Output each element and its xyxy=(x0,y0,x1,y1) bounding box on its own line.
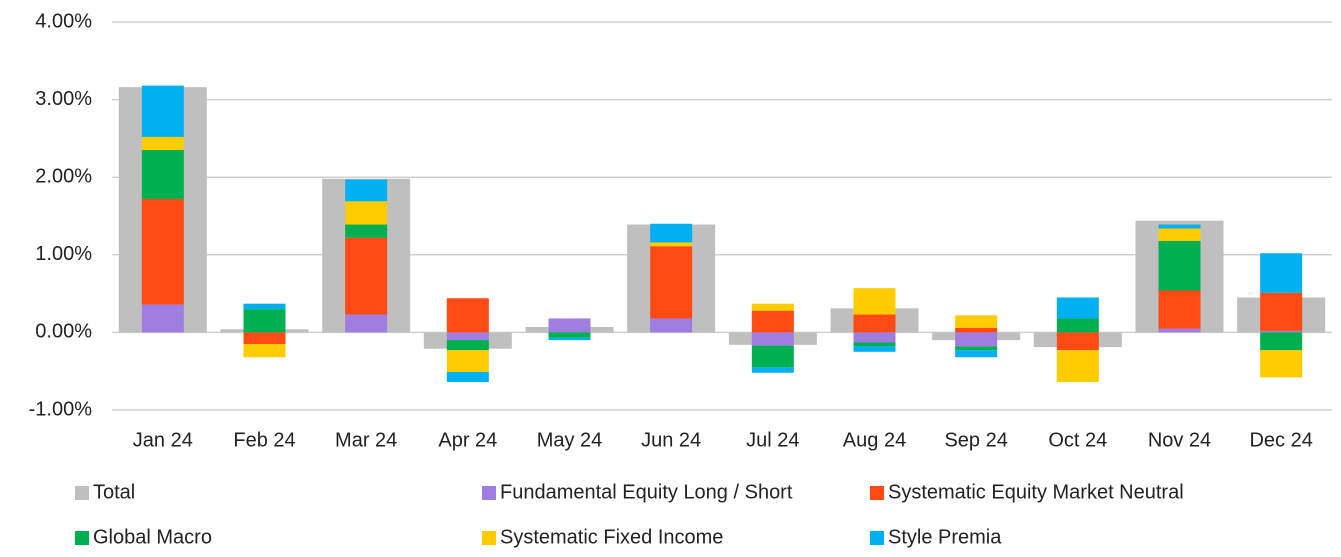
x-tick-label: Feb 24 xyxy=(233,429,295,451)
bar-segment xyxy=(955,315,998,328)
x-tick-label: Aug 24 xyxy=(843,429,906,451)
bar-segment xyxy=(345,179,388,202)
bar-segment xyxy=(751,332,794,346)
bar-segment xyxy=(1260,332,1303,351)
y-tick-label: 1.00% xyxy=(35,243,92,265)
bar-segment xyxy=(141,150,184,199)
y-tick-label: 0.00% xyxy=(35,321,92,343)
bar-segment xyxy=(548,337,591,341)
bar-segment xyxy=(1158,328,1201,333)
bar-segment xyxy=(446,340,489,351)
legend-label: Style Premia xyxy=(888,526,1002,548)
bar-segment xyxy=(650,318,693,333)
bar-segment xyxy=(1056,332,1099,351)
legend-swatch xyxy=(482,486,496,500)
x-tick-label: Sep 24 xyxy=(944,429,1007,451)
bar-segment xyxy=(141,198,184,305)
legend-swatch xyxy=(482,531,496,545)
bar-segment xyxy=(853,342,896,347)
bar-segment xyxy=(1158,228,1201,241)
y-tick-label: 2.00% xyxy=(35,165,92,187)
bar-segment xyxy=(1056,318,1099,333)
x-tick-label: Mar 24 xyxy=(335,429,397,451)
bar-segment xyxy=(751,367,794,373)
bar-segment xyxy=(1260,292,1303,331)
bar-segment xyxy=(1158,240,1201,291)
bar-segment xyxy=(141,136,184,151)
x-tick-label: Jul 24 xyxy=(746,429,799,451)
bar-segment xyxy=(345,237,388,315)
y-tick-label: 4.00% xyxy=(35,10,92,32)
bar-segment xyxy=(1260,253,1303,293)
bar-segment xyxy=(650,223,693,243)
x-tick-label: Dec 24 xyxy=(1249,429,1312,451)
bar-segment xyxy=(955,346,998,351)
bar-segment xyxy=(446,350,489,372)
bar-segment xyxy=(650,246,693,319)
bar-segment xyxy=(1056,297,1099,319)
bar-segment xyxy=(345,201,388,225)
bar-segment xyxy=(548,332,591,338)
legend-label: Global Macro xyxy=(93,526,212,548)
bar-segment xyxy=(345,224,388,238)
legend-swatch xyxy=(870,486,884,500)
bar-segment xyxy=(1260,350,1303,378)
legend-label: Systematic Fixed Income xyxy=(500,526,723,548)
legend-swatch xyxy=(75,486,89,500)
bar-segment xyxy=(853,346,896,352)
y-tick-label: -1.00% xyxy=(29,398,93,420)
bar-segment xyxy=(1158,290,1201,329)
bar-segment xyxy=(243,303,286,310)
bar-segment xyxy=(650,242,693,247)
x-tick-label: Apr 24 xyxy=(438,429,497,451)
x-tick-label: Nov 24 xyxy=(1148,429,1211,451)
legend-label: Systematic Equity Market Neutral xyxy=(888,481,1184,503)
x-tick-label: Jan 24 xyxy=(133,429,193,451)
x-tick-label: Oct 24 xyxy=(1048,429,1107,451)
legend-label: Total xyxy=(93,481,135,503)
bar-segment xyxy=(955,327,998,333)
legend-swatch xyxy=(870,531,884,545)
y-tick-label: 3.00% xyxy=(35,88,92,110)
bar-segment xyxy=(345,314,388,333)
bar-segment xyxy=(751,303,794,311)
x-tick-label: Jun 24 xyxy=(641,429,701,451)
bar-segment xyxy=(243,309,286,333)
bar-segment xyxy=(446,298,489,333)
bar-segment xyxy=(751,310,794,333)
bar-segment xyxy=(751,345,794,368)
bar-segment xyxy=(1260,330,1303,333)
bar-segment xyxy=(853,332,896,343)
x-tick-label: May 24 xyxy=(537,429,603,451)
bar-segment xyxy=(853,314,896,333)
bar-segment xyxy=(141,304,184,333)
legend-swatch xyxy=(75,531,89,545)
bar-segment xyxy=(955,332,998,347)
bar-segment xyxy=(1056,350,1099,383)
bar-segment xyxy=(243,332,286,345)
bar-segment xyxy=(243,344,286,358)
bar-segment xyxy=(853,288,896,315)
bar-segment xyxy=(955,350,998,358)
bar-segment xyxy=(446,371,489,383)
bar-segment xyxy=(1158,224,1201,229)
bar-segment xyxy=(141,85,184,137)
bar-segment xyxy=(548,318,591,333)
legend-label: Fundamental Equity Long / Short xyxy=(500,481,793,503)
bar-segment xyxy=(446,332,489,341)
